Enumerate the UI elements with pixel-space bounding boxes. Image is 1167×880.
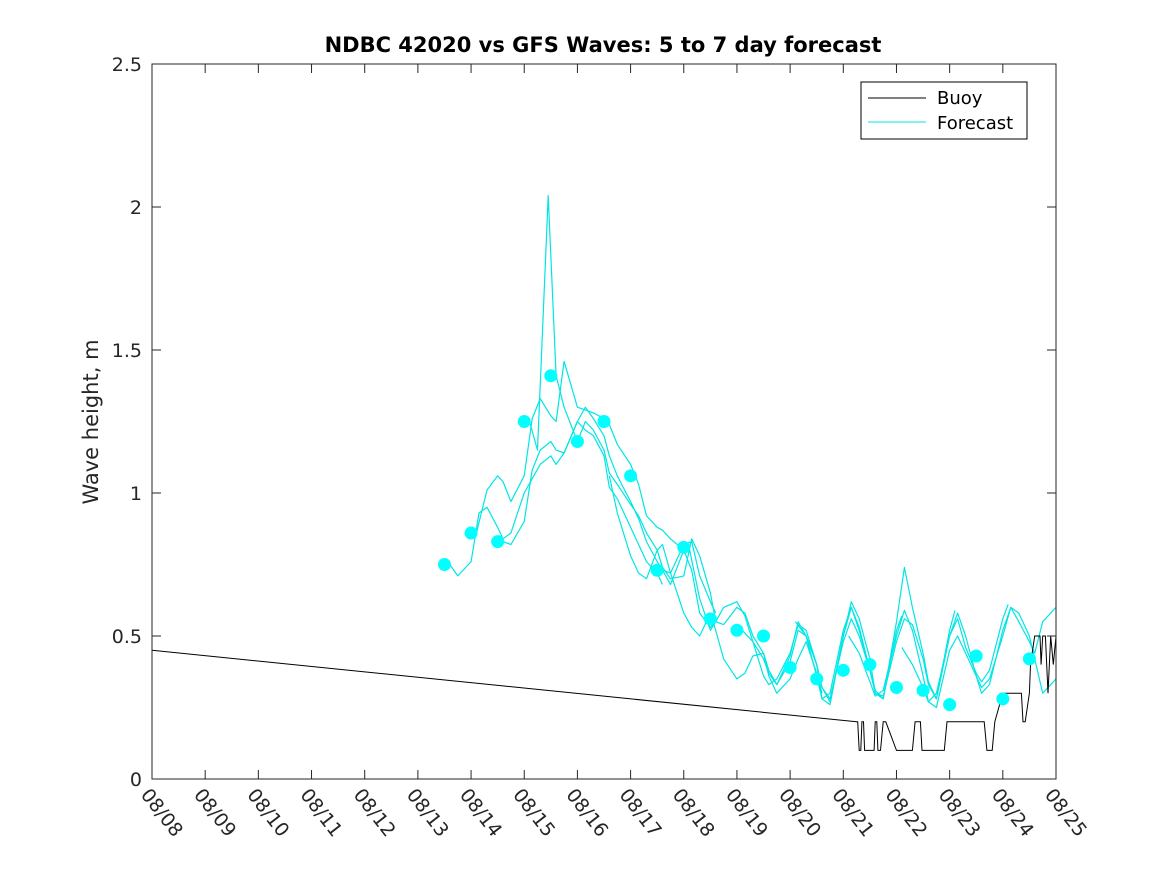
y-tick-label: 1.5 bbox=[112, 340, 142, 362]
axes-box bbox=[151, 63, 1057, 780]
forecast-line-8 bbox=[741, 601, 956, 706]
observed-point bbox=[916, 683, 930, 697]
observed-point bbox=[677, 540, 691, 554]
observed-point bbox=[464, 526, 478, 540]
observed-point bbox=[996, 692, 1010, 706]
forecast-line-10 bbox=[848, 606, 1056, 709]
observed-point bbox=[863, 658, 877, 672]
legend: Buoy Forecast bbox=[860, 81, 1028, 140]
observed-point bbox=[624, 469, 638, 483]
observed-points-layer bbox=[437, 369, 1036, 712]
series-layer bbox=[152, 195, 1056, 751]
forecast-line-5 bbox=[608, 475, 823, 694]
buoy-line bbox=[152, 635, 1056, 751]
observed-point bbox=[836, 663, 850, 677]
y-tick-label: 0.5 bbox=[112, 626, 142, 648]
forecast-line-1 bbox=[449, 420, 664, 585]
observed-point bbox=[597, 415, 611, 428]
observed-point bbox=[491, 535, 505, 549]
observed-point bbox=[650, 563, 664, 577]
observed-point bbox=[544, 369, 558, 383]
observed-point bbox=[810, 672, 824, 686]
forecast-line-9 bbox=[794, 566, 1009, 700]
forecast-line-4 bbox=[529, 195, 717, 622]
legend-label-forecast: Forecast bbox=[937, 113, 1013, 134]
forecast-line-6 bbox=[661, 549, 876, 700]
observed-point bbox=[1022, 652, 1036, 666]
forecast-line-11 bbox=[901, 606, 1056, 703]
y-tick-label: 1 bbox=[130, 483, 142, 505]
forecast-line-2 bbox=[475, 360, 685, 551]
y-axis-label: Wave height, m bbox=[79, 339, 103, 504]
observed-point bbox=[437, 558, 451, 571]
observed-point bbox=[943, 698, 957, 712]
observed-point bbox=[730, 623, 744, 637]
observed-point bbox=[703, 612, 717, 626]
y-tick-label: 2 bbox=[130, 197, 142, 219]
legend-box bbox=[860, 81, 1028, 140]
observed-point bbox=[570, 435, 584, 449]
observed-point bbox=[783, 660, 797, 674]
chart-title: NDBC 42020 vs GFS Waves: 5 to 7 day fore… bbox=[325, 33, 882, 57]
observed-point bbox=[517, 415, 531, 428]
observed-point bbox=[889, 680, 903, 694]
y-tick-label: 2.5 bbox=[112, 54, 142, 76]
observed-point bbox=[969, 649, 983, 663]
observed-point bbox=[757, 629, 771, 643]
legend-label-buoy: Buoy bbox=[937, 88, 983, 109]
y-tick-label: 0 bbox=[130, 769, 142, 791]
